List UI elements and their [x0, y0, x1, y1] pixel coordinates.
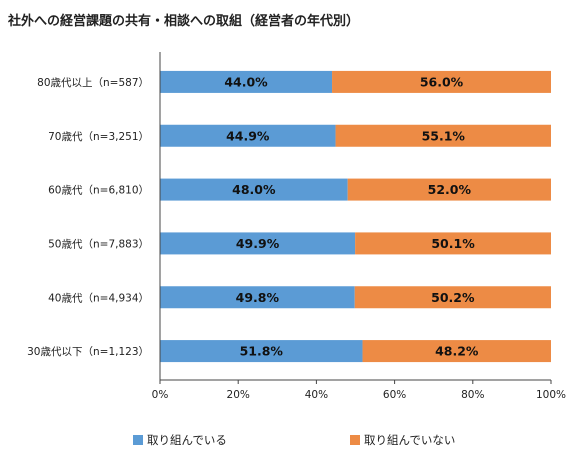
bar-series-0-row-4	[160, 286, 355, 309]
bar-series-1-row-4	[354, 286, 551, 309]
bar-series-1-row-0	[332, 70, 551, 93]
data-label-series-1-row-1: 55.1%	[422, 128, 466, 143]
data-label-series-0-row-2: 48.0%	[232, 182, 276, 197]
category-label-row-0: 80歳代以上（n=587）	[37, 77, 149, 89]
bar-series-1-row-1	[335, 124, 551, 147]
data-label-series-1-row-3: 50.1%	[431, 236, 475, 251]
bar-series-1-row-3	[355, 232, 551, 255]
data-label-series-0-row-0: 44.0%	[224, 74, 268, 89]
data-label-series-0-row-3: 49.9%	[236, 236, 280, 251]
bar-series-1-row-2	[347, 178, 551, 201]
data-label-series-0-row-5: 51.8%	[240, 344, 284, 359]
legend-item-series-0: 取り組んでいる	[133, 432, 227, 448]
bar-series-0-row-5	[160, 340, 363, 363]
data-label-series-0-row-4: 49.8%	[236, 290, 280, 305]
bar-series-1-row-5	[362, 340, 551, 363]
x-tick-label-0: 0%	[152, 389, 169, 401]
legend-swatch-series-0	[133, 435, 143, 445]
bar-series-0-row-1	[160, 124, 336, 147]
category-label-row-3: 50歳代（n=7,883）	[48, 238, 149, 250]
data-label-series-1-row-2: 52.0%	[428, 182, 472, 197]
bar-series-0-row-2	[160, 178, 348, 201]
legend-swatch-series-1	[350, 435, 360, 445]
data-label-series-1-row-5: 48.2%	[435, 344, 479, 359]
legend-label-series-0: 取り組んでいる	[147, 433, 227, 447]
x-tick-label-5: 100%	[536, 389, 566, 401]
x-tick-label-3: 60%	[383, 389, 406, 401]
bar-series-0-row-3	[160, 232, 356, 255]
category-label-row-2: 60歳代（n=6,810）	[48, 185, 149, 197]
x-tick-label-1: 20%	[227, 389, 250, 401]
legend-label-series-1: 取り組んでいない	[364, 433, 456, 447]
x-tick-label-2: 40%	[305, 389, 328, 401]
category-label-row-4: 40歳代（n=4,934）	[48, 292, 149, 304]
data-label-series-1-row-4: 50.2%	[431, 290, 475, 305]
legend-item-series-1: 取り組んでいない	[350, 432, 455, 448]
data-label-series-0-row-1: 44.9%	[226, 128, 270, 143]
chart-title: 社外への経営課題の共有・相談への取組（経営者の年代別）	[8, 14, 360, 29]
data-label-series-1-row-0: 56.0%	[420, 74, 464, 89]
x-tick-label-4: 80%	[461, 389, 484, 401]
category-label-row-1: 70歳代（n=3,251）	[48, 131, 149, 143]
bar-series-0-row-0	[160, 70, 333, 93]
category-label-row-5: 30歳代以下（n=1,123）	[27, 346, 149, 358]
